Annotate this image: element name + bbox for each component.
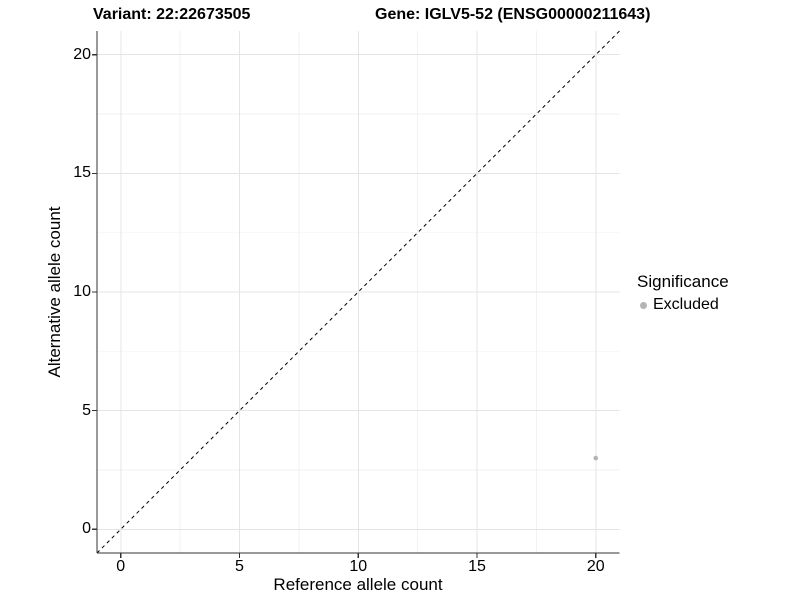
data-point <box>593 455 599 461</box>
x-tick-label: 5 <box>235 558 244 575</box>
legend-item: Excluded <box>637 296 729 314</box>
x-tick-label: 15 <box>468 558 486 575</box>
legend-items: Excluded <box>637 296 729 314</box>
y-tick-label: 5 <box>82 401 91 419</box>
x-tick-label: 0 <box>116 558 126 575</box>
legend-title: Significance <box>637 272 729 291</box>
legend-item-label: Excluded <box>653 296 719 313</box>
x-tick-label: 20 <box>586 558 605 575</box>
plot-title-variant: Variant: 22:22673505 <box>93 6 251 23</box>
plot-title-gene: Gene: IGLV5-52 (ENSG00000211643) <box>375 6 651 23</box>
y-tick-label: 15 <box>73 164 91 182</box>
x-tick-label: 10 <box>349 558 368 575</box>
x-axis-title: Reference allele count <box>273 575 443 594</box>
legend-point-icon <box>640 301 647 309</box>
y-tick-label: 10 <box>73 283 91 300</box>
legend: Significance Excluded <box>637 272 729 314</box>
y-tick-label: 0 <box>82 520 91 538</box>
y-tick-label: 20 <box>73 45 91 63</box>
y-axis-title: Alternative allele count <box>45 206 64 378</box>
